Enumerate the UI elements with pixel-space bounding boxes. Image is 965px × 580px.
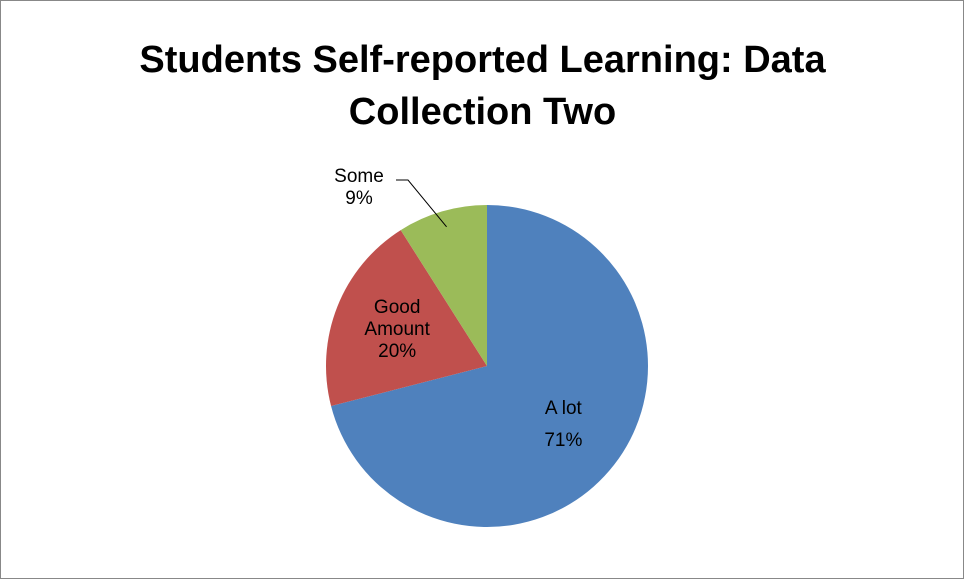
pie-slice	[400, 205, 487, 366]
pie-slice	[326, 230, 487, 407]
pie-slice	[331, 205, 649, 527]
label-value: 9%	[345, 188, 373, 209]
data-label: Some 9%	[319, 166, 399, 210]
label-category: Some	[334, 166, 384, 187]
label-value: 71%	[544, 430, 583, 452]
chart-title: Students Self-reported Learning: Data Co…	[139, 39, 826, 133]
label-category: Good Amount	[364, 297, 430, 341]
data-label: A lot 71%	[518, 393, 608, 457]
label-category: A lot	[544, 398, 582, 420]
leader-line	[396, 179, 447, 228]
label-value: 20%	[378, 341, 417, 363]
data-label: Good Amount 20%	[357, 297, 437, 363]
